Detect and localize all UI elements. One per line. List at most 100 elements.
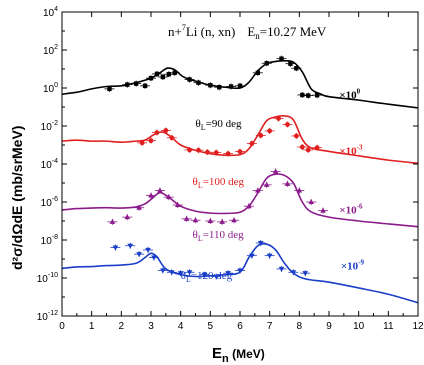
data-point [249,141,255,146]
data-point [314,92,320,98]
data-point [163,128,169,133]
series-label: θL=110 deg [193,229,245,243]
data-point [148,138,154,144]
y-tick-label: 10-4 [41,158,58,171]
x-tick-label: 8 [297,321,303,332]
data-point [284,180,291,186]
data-point [133,81,139,86]
data-point [314,145,320,151]
series-group: θL=90 deg ×100 [61,55,419,132]
data-point [276,116,281,121]
data-point [124,214,131,220]
series-multiplier: ×10-3 [339,144,363,158]
data-point [201,272,208,278]
data-point [187,77,192,82]
data-point [160,268,166,274]
axes: 0 1 2 3 4 5 6 7 8 9 10 11 1210410210010-210-410-610-… [37,6,424,332]
data-point [107,86,112,92]
series-line [61,114,419,165]
data-point [136,204,142,210]
x-tick-label: 12 [412,321,424,332]
series-multiplier: ×100 [339,87,360,101]
data-point [300,92,305,98]
data-point [272,168,279,174]
series-group: θL=100 deg ×10-3 [61,114,419,190]
data-point [145,247,151,253]
data-point [263,181,270,187]
data-point [246,203,252,209]
x-tick-label: 11 [383,321,394,332]
series-multiplier: ×10-9 [341,258,365,272]
data-point [208,83,213,88]
data-point [237,83,243,89]
y-tick-label: 10-8 [41,234,58,247]
data-point [249,253,255,259]
y-tick-label: 102 [43,44,58,57]
data-point [148,192,154,198]
data-point [231,217,237,223]
series-label: θL=90 deg [196,118,243,132]
x-axis-label: En (MeV) [212,345,265,365]
data-point [154,130,160,135]
data-point [308,199,314,204]
series-group: θL=120 deg ×10-9 [61,239,419,304]
data-point [177,271,184,277]
x-tick-label: 7 [267,321,273,332]
series-layer: θL=90 deg ×100 θL=100 deg ×10-3 θL=110 deg ×1… [61,55,419,304]
x-tick-label: 5 [208,321,214,332]
x-tick-label: 6 [237,321,243,332]
y-tick-label: 10-10 [37,272,58,285]
data-point [302,271,309,277]
data-point [306,93,311,98]
data-point [142,83,148,89]
data-point [154,71,160,77]
data-point [305,147,311,153]
data-point [183,215,190,221]
data-point [279,56,284,61]
data-point [172,70,177,76]
x-tick-label: 2 [119,321,125,332]
data-point [157,187,163,193]
data-point [237,149,243,154]
data-point [174,201,181,207]
y-tick-label: 10-2 [41,120,58,133]
x-tick-label: 9 [326,321,332,332]
data-point [255,187,261,193]
x-tick-label: 4 [178,321,184,332]
chart-title: n+7Li (n, xn) En=10.27 MeV [168,23,327,41]
data-point [237,268,243,274]
data-point [187,147,192,153]
data-point [228,84,234,89]
data-point [166,194,172,200]
data-point [257,240,264,246]
data-point [168,270,175,276]
data-point [290,270,297,276]
data-point [296,187,303,193]
data-point [278,266,285,272]
x-tick-label: 3 [148,321,154,332]
data-point [266,253,273,259]
x-tick-label: 1 [89,321,95,332]
y-tick-label: 100 [43,82,58,95]
data-point [217,85,222,90]
data-point [109,218,116,224]
data-point [293,133,299,139]
data-point [136,252,142,258]
data-point [264,61,269,66]
series-multiplier: ×10-6 [339,202,363,216]
data-point [299,144,305,150]
y-tick-label: 104 [43,6,58,19]
series-label: θL=120 deg [181,270,233,284]
x-tick-label: 0 [59,321,65,332]
y-axis-label: d²σ/dΩdE (mb/srMeV) [9,126,25,270]
data-point [225,271,231,277]
data-point [192,217,199,223]
data-point [258,133,264,138]
data-point [148,75,154,81]
data-point [196,80,201,85]
data-point [207,218,214,223]
data-point [225,151,231,157]
data-point [267,128,273,134]
data-point [166,72,171,77]
y-tick-label: 10-6 [41,196,58,209]
